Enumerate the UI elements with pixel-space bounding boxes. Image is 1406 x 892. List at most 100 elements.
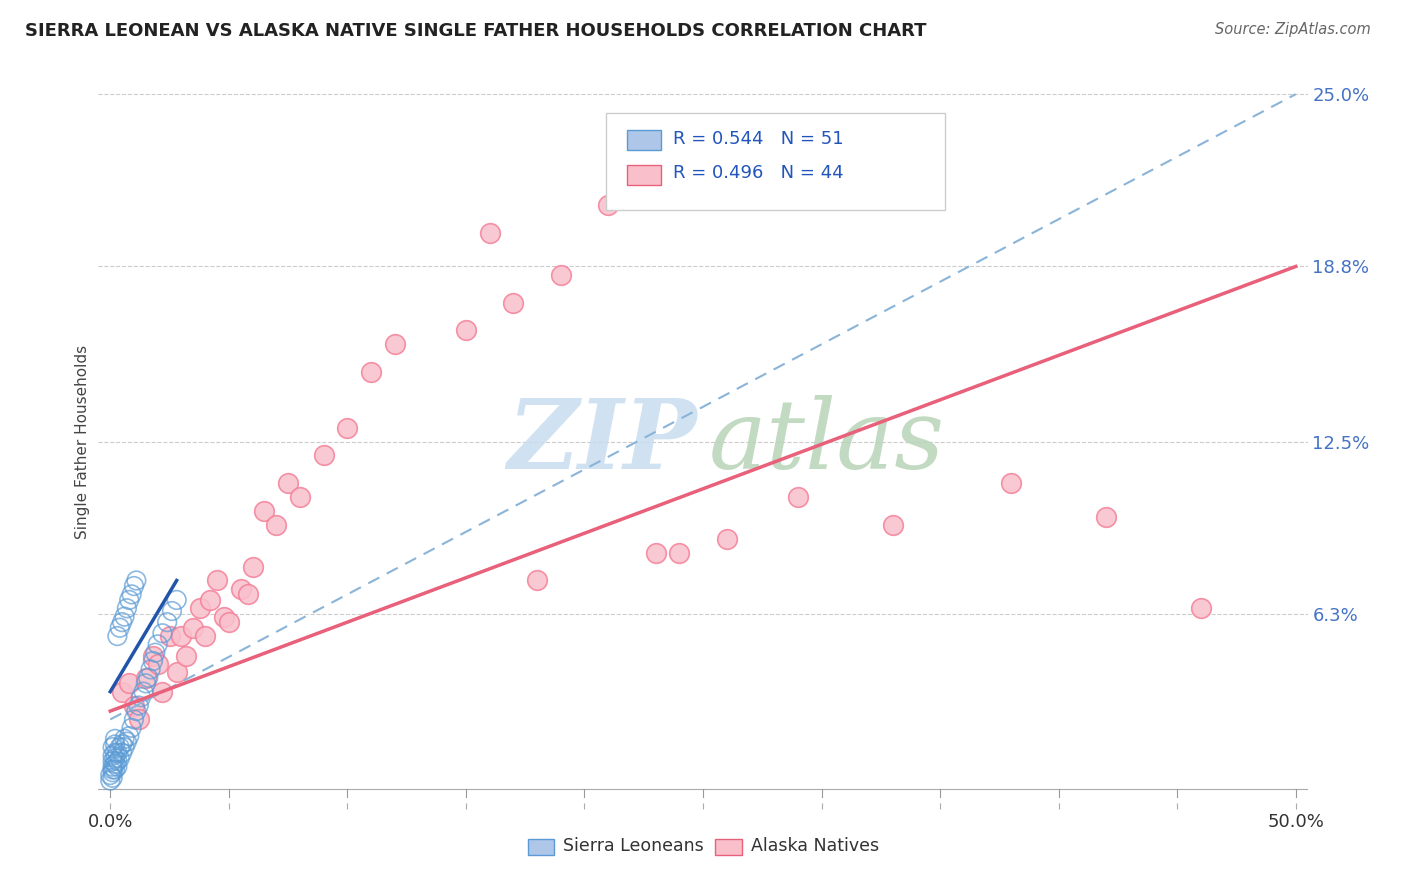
- Bar: [527, 838, 554, 855]
- Point: [644, 546, 666, 560]
- Point: [152, 684, 174, 698]
- Text: Source: ZipAtlas.com: Source: ZipAtlas.com: [1215, 22, 1371, 37]
- Point: [236, 587, 259, 601]
- Text: R = 0.496   N = 44: R = 0.496 N = 44: [672, 164, 844, 183]
- Point: [160, 604, 183, 618]
- Point: [98, 768, 121, 782]
- Point: [135, 671, 157, 685]
- Point: [242, 559, 264, 574]
- Point: [101, 760, 124, 774]
- Point: [170, 629, 193, 643]
- Point: [114, 731, 136, 746]
- Point: [104, 763, 127, 777]
- Point: [212, 609, 235, 624]
- Bar: [627, 165, 661, 185]
- Point: [132, 684, 155, 698]
- Text: ZIP: ZIP: [508, 394, 697, 489]
- Point: [218, 615, 240, 630]
- FancyBboxPatch shape: [606, 112, 945, 211]
- Point: [111, 684, 134, 698]
- Point: [105, 760, 128, 774]
- Point: [111, 738, 134, 752]
- Point: [118, 729, 141, 743]
- Text: Sierra Leoneans: Sierra Leoneans: [562, 838, 703, 855]
- Point: [122, 698, 145, 713]
- Point: [198, 593, 221, 607]
- Point: [142, 654, 165, 668]
- Point: [194, 629, 217, 643]
- Point: [1095, 509, 1118, 524]
- Point: [118, 593, 141, 607]
- Point: [190, 601, 212, 615]
- Bar: [716, 838, 742, 855]
- Point: [159, 629, 181, 643]
- Point: [104, 756, 127, 771]
- Point: [253, 504, 276, 518]
- Point: [101, 740, 124, 755]
- Point: [526, 574, 548, 588]
- Point: [111, 746, 134, 760]
- Point: [454, 323, 477, 337]
- Point: [146, 657, 169, 671]
- Point: [146, 637, 169, 651]
- Point: [121, 587, 143, 601]
- Point: [115, 734, 138, 748]
- Point: [174, 648, 197, 663]
- Point: [716, 532, 738, 546]
- Point: [135, 676, 157, 690]
- Point: [105, 629, 128, 643]
- Point: [101, 763, 124, 777]
- Point: [336, 420, 359, 434]
- Point: [105, 754, 128, 768]
- Text: SIERRA LEONEAN VS ALASKA NATIVE SINGLE FATHER HOUSEHOLDS CORRELATION CHART: SIERRA LEONEAN VS ALASKA NATIVE SINGLE F…: [25, 22, 927, 40]
- Point: [122, 579, 145, 593]
- Point: [229, 582, 252, 596]
- Point: [136, 671, 159, 685]
- Point: [478, 226, 501, 240]
- Point: [360, 365, 382, 379]
- Point: [115, 601, 138, 615]
- Point: [288, 490, 311, 504]
- Point: [101, 754, 124, 768]
- Point: [121, 721, 143, 735]
- Point: [101, 771, 124, 785]
- Point: [114, 609, 136, 624]
- Point: [277, 476, 299, 491]
- Point: [104, 751, 127, 765]
- Point: [118, 676, 141, 690]
- Point: [108, 740, 131, 755]
- Point: [384, 337, 406, 351]
- Point: [108, 621, 131, 635]
- Point: [104, 738, 127, 752]
- Point: [181, 621, 204, 635]
- Point: [882, 517, 904, 532]
- Point: [142, 648, 165, 663]
- Y-axis label: Single Father Households: Single Father Households: [75, 344, 90, 539]
- Point: [152, 626, 174, 640]
- Text: Alaska Natives: Alaska Natives: [751, 838, 880, 855]
- Point: [668, 546, 690, 560]
- Point: [101, 748, 124, 763]
- Point: [104, 731, 127, 746]
- Text: atlas: atlas: [709, 394, 945, 489]
- Point: [786, 490, 808, 504]
- Point: [205, 574, 228, 588]
- Point: [122, 713, 145, 727]
- Point: [166, 665, 188, 680]
- Point: [550, 268, 572, 282]
- Point: [1189, 601, 1212, 615]
- Point: [166, 593, 188, 607]
- Point: [125, 704, 148, 718]
- Point: [101, 765, 124, 780]
- Point: [98, 773, 121, 788]
- Point: [598, 198, 620, 212]
- Text: R = 0.544   N = 51: R = 0.544 N = 51: [672, 130, 844, 148]
- Point: [264, 517, 287, 532]
- Point: [111, 615, 134, 630]
- Point: [139, 662, 162, 676]
- Point: [129, 690, 152, 705]
- Point: [128, 698, 150, 713]
- Point: [114, 740, 136, 755]
- Bar: [627, 130, 661, 151]
- Point: [105, 746, 128, 760]
